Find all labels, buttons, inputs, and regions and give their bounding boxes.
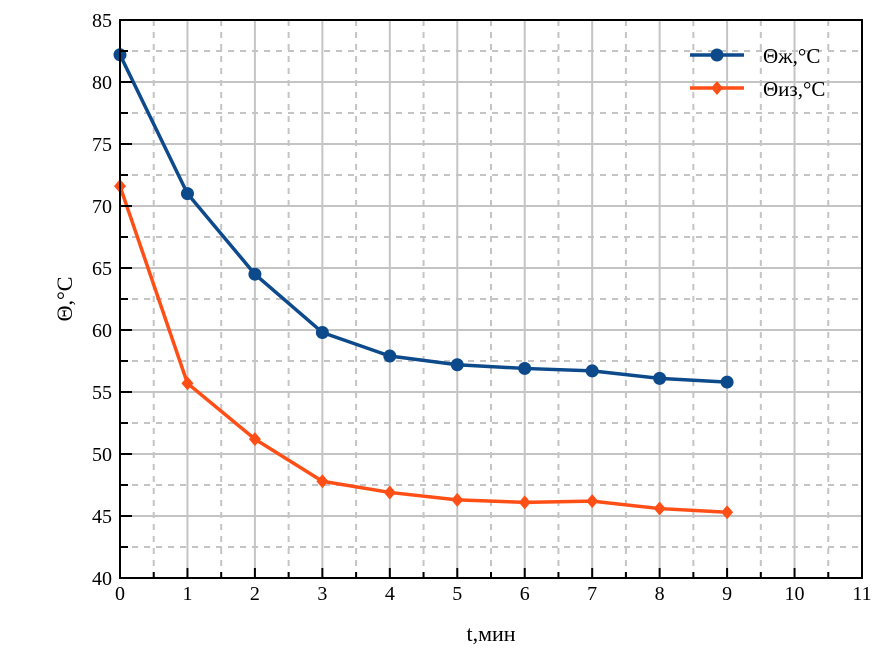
x-tick-label: 5 [452, 583, 462, 605]
data-point [248, 267, 262, 281]
data-point [653, 371, 667, 385]
y-tick-label: 80 [92, 72, 112, 94]
y-tick-label: 85 [92, 10, 112, 32]
data-point [653, 501, 666, 516]
data-point [248, 432, 261, 447]
y-tick-label: 60 [92, 320, 112, 342]
x-tick-label: 8 [655, 583, 665, 605]
x-tick-label: 10 [785, 583, 805, 605]
data-point [316, 474, 329, 489]
y-tick-label: 75 [92, 134, 112, 156]
legend-item: Θиз,°C [690, 77, 825, 101]
grid [119, 19, 863, 579]
series-2 [114, 179, 734, 520]
data-point [518, 495, 531, 510]
data-point [383, 349, 397, 363]
y-tick-label: 70 [92, 196, 112, 218]
x-tick-label: 0 [115, 583, 125, 605]
data-point [450, 358, 464, 372]
y-tick-label: 40 [92, 568, 112, 590]
data-point [451, 492, 464, 507]
legend-label: Θж,°C [763, 44, 820, 68]
x-tick-label: 1 [182, 583, 192, 605]
data-point [315, 325, 329, 339]
y-tick-label: 45 [92, 506, 112, 528]
x-tick-label: 9 [722, 583, 732, 605]
data-point [721, 505, 734, 520]
data-point [180, 187, 194, 201]
legend-label: Θиз,°C [763, 77, 825, 101]
legend-item: Θж,°C [690, 44, 820, 68]
x-tick-label: 11 [852, 583, 871, 605]
data-point [518, 361, 532, 375]
x-tick-label: 2 [250, 583, 260, 605]
legend-marker [710, 48, 724, 62]
x-tick-label: 3 [317, 583, 327, 605]
y-tick-label: 50 [92, 444, 112, 466]
data-point [585, 364, 599, 378]
series-line [118, 185, 728, 515]
x-tick-label: 6 [520, 583, 530, 605]
legend: Θж,°C Θиз,°C [690, 44, 825, 101]
y-axis-label: Θ,°C [52, 277, 77, 322]
data-point [720, 375, 734, 389]
data-point [586, 494, 599, 509]
data-point [181, 376, 194, 391]
x-axis-label: t,мин [466, 621, 515, 646]
x-tick-label: 7 [587, 583, 597, 605]
legend-marker [711, 81, 723, 95]
y-tick-label: 55 [92, 382, 112, 404]
series-line [118, 53, 728, 384]
x-tick-label: 4 [385, 583, 395, 605]
y-tick-label: 65 [92, 258, 112, 280]
series-group [113, 48, 734, 520]
data-point [383, 485, 396, 500]
